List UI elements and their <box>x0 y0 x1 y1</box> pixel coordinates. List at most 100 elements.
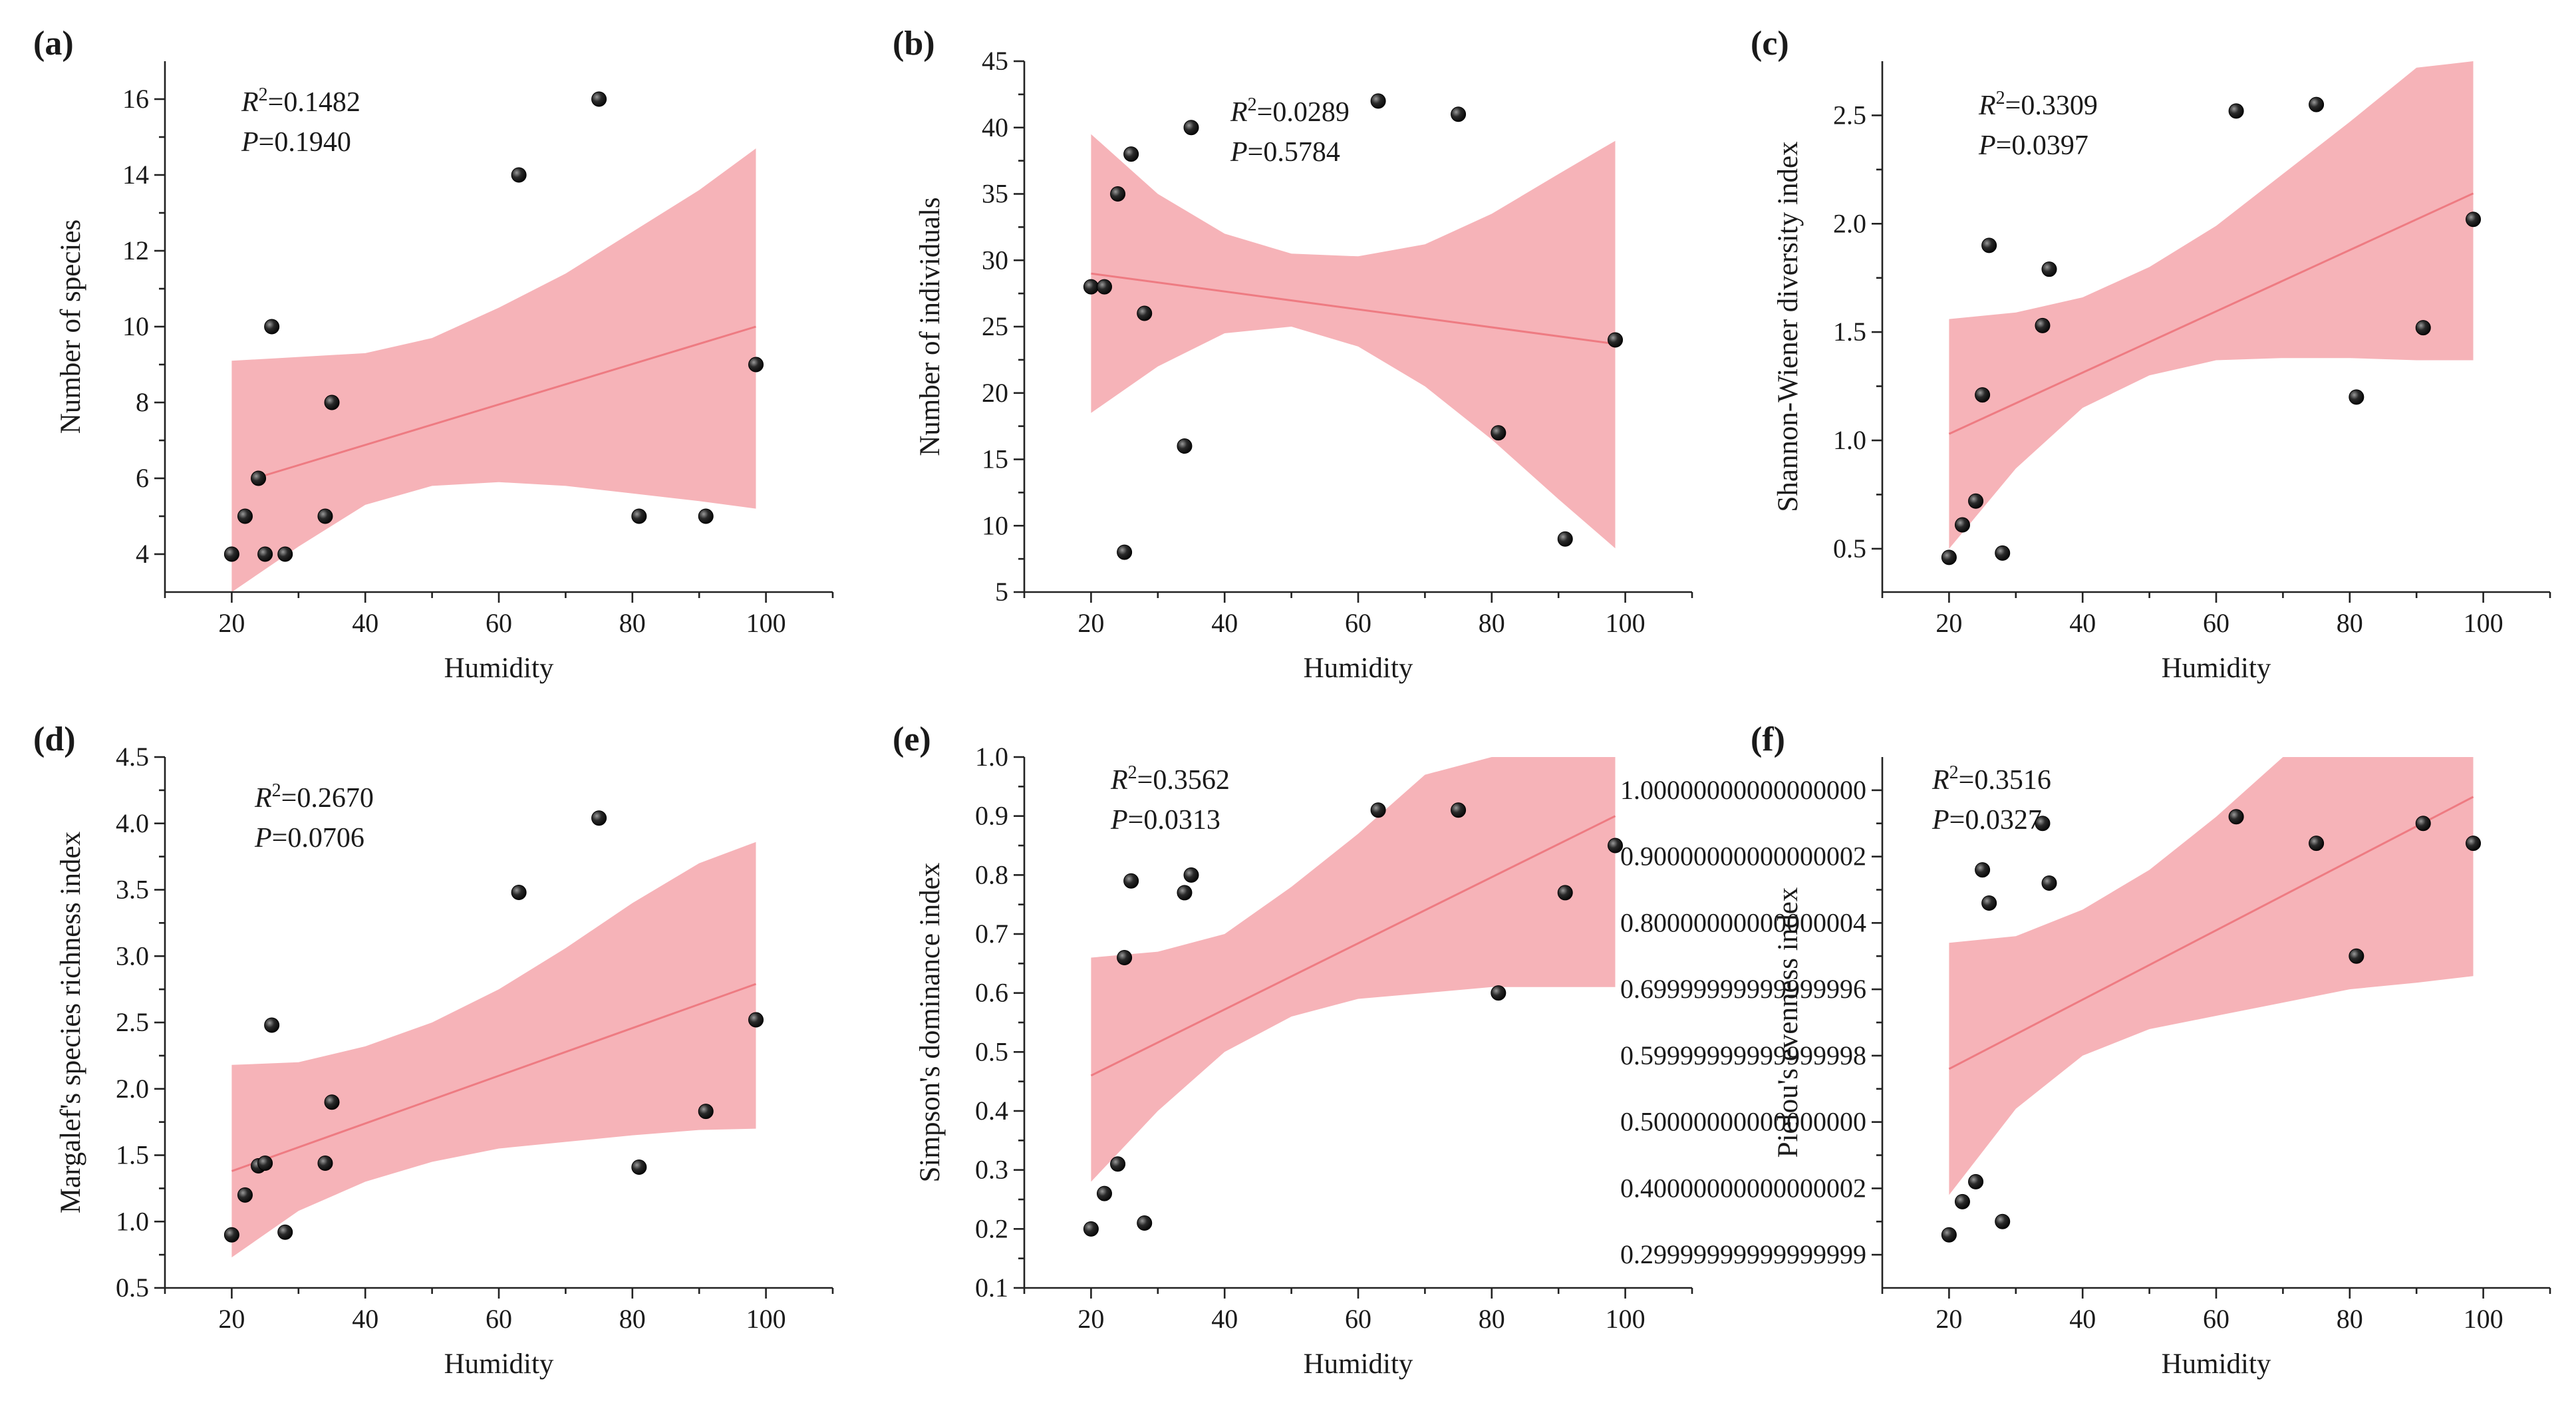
y-tick-label: 1.0 <box>975 742 1008 772</box>
panel-d: 20 40 60 80 100 0.5 1.0 1.5 2.0 2.5 3.0 3.5 4.0 4.5 Hu… <box>33 720 834 1380</box>
data-point <box>1968 493 1984 509</box>
y-tick-label: 1.0 <box>1833 425 1866 455</box>
r-squared-label: R2=0.3309 <box>1978 88 2098 121</box>
data-point <box>1123 146 1139 162</box>
data-point <box>631 1159 647 1175</box>
p-value-label: P=0.5784 <box>1230 137 1340 168</box>
x-axis-title: Humidity <box>444 1348 554 1380</box>
panel-label: (d) <box>33 720 76 758</box>
y-tick-label: 6 <box>136 463 149 493</box>
p-value-label: P=0.0313 <box>1110 805 1220 836</box>
regression-line <box>1948 192 2474 435</box>
data-point <box>1491 425 1506 441</box>
y-tick-label: 20 <box>982 378 1008 408</box>
data-point <box>1981 237 1997 253</box>
x-axis-title: Humidity <box>444 653 554 684</box>
y-tick-label: 0.5 <box>975 1036 1008 1066</box>
data-point <box>698 1104 714 1120</box>
y-tick-label: 0.29999999999999999 <box>1620 1239 1866 1269</box>
data-point <box>1451 802 1467 818</box>
x-tick-label: 100 <box>746 608 786 638</box>
p-value-label: P=0.0327 <box>1932 805 2042 836</box>
data-point <box>1370 93 1386 109</box>
y-tick-label: 4.5 <box>116 742 149 772</box>
p-value-label: P=0.0397 <box>1978 130 2088 161</box>
x-tick-label: 20 <box>218 608 245 638</box>
regression-line <box>1091 272 1616 345</box>
confidence-band <box>1949 61 2474 549</box>
data-point <box>264 319 280 335</box>
data-point <box>324 1094 340 1110</box>
x-tick-label: 60 <box>486 608 512 638</box>
data-point <box>1177 438 1193 454</box>
y-tick-label: 35 <box>982 179 1008 209</box>
panel-b: 20 40 60 80 100 5 10 15 20 25 30 35 40 45 Humidity Numb… <box>893 25 1693 684</box>
y-axis-title: Number of individuals <box>915 197 946 456</box>
y-tick-label: 0.80000000000000004 <box>1620 907 1866 937</box>
r-squared-label: R2=0.3516 <box>1932 762 2051 796</box>
y-tick-label: 1.00000000000000000 <box>1620 775 1866 805</box>
regression-line <box>255 325 756 480</box>
data-point <box>591 810 607 826</box>
y-tick-label: 0.40000000000000002 <box>1620 1173 1866 1203</box>
data-point <box>324 394 340 410</box>
y-tick-label: 5 <box>995 577 1008 607</box>
y-tick-label: 0.2 <box>975 1213 1008 1243</box>
y-tick-label: 30 <box>982 245 1008 275</box>
data-point <box>748 1012 764 1028</box>
confidence-band <box>1091 134 1616 549</box>
y-tick-label: 2.0 <box>116 1074 149 1104</box>
x-tick-label: 60 <box>1345 1304 1371 1334</box>
panel-label: (f) <box>1751 720 1785 758</box>
y-tick-label: 14 <box>122 160 149 190</box>
y-tick-label: 0.6 <box>975 978 1008 1008</box>
y-tick-label: 0.8 <box>975 859 1008 889</box>
data-point <box>1557 885 1573 901</box>
data-point <box>1370 802 1386 818</box>
y-tick-label: 0.69999999999999996 <box>1620 974 1866 1004</box>
panel-c: 20 40 60 80 100 0.5 1.0 1.5 2.0 2.5 Humidity Shanno… <box>1751 25 2551 684</box>
data-point <box>317 1155 333 1171</box>
y-tick-label: 4.0 <box>116 808 149 838</box>
data-point <box>2035 816 2051 832</box>
data-point <box>511 167 527 183</box>
x-axis-title: Humidity <box>1304 1348 1413 1380</box>
data-point <box>1117 544 1133 560</box>
data-point <box>1975 862 1991 878</box>
data-point <box>698 508 714 524</box>
y-tick-label: 45 <box>982 46 1008 76</box>
y-tick-label: 0.50000000000000000 <box>1620 1107 1866 1137</box>
data-point <box>1968 1173 1984 1189</box>
regression-line <box>1948 796 2474 1070</box>
y-tick-label: 0.9 <box>975 801 1008 831</box>
x-axis-title: Humidity <box>2162 1348 2271 1380</box>
x-tick-label: 20 <box>1077 1304 1104 1334</box>
y-axis-title: Number of species <box>55 220 86 434</box>
y-tick-label: 25 <box>982 311 1008 341</box>
panel-f: 20 40 60 80 100 0.29999999999999999 0.40000000… <box>1620 720 2551 1380</box>
data-point <box>2349 948 2364 964</box>
data-point <box>1954 517 1970 533</box>
x-tick-label: 100 <box>1606 1304 1646 1334</box>
r-squared-label: R2=0.2670 <box>254 780 374 814</box>
data-point <box>1954 1193 1970 1209</box>
y-tick-label: 0.59999999999999998 <box>1620 1040 1866 1070</box>
data-point <box>2228 103 2244 119</box>
data-point <box>1608 332 1624 348</box>
y-tick-label: 1.5 <box>116 1140 149 1170</box>
y-tick-label: 0.5 <box>1833 534 1866 563</box>
panel-label: (b) <box>893 25 935 63</box>
data-point <box>631 508 647 524</box>
data-point <box>1183 867 1199 883</box>
y-tick-label: 0.1 <box>975 1273 1008 1303</box>
x-tick-label: 100 <box>746 1304 786 1334</box>
data-point <box>257 1155 273 1171</box>
data-point <box>1096 279 1112 295</box>
y-tick-label: 12 <box>122 235 149 265</box>
data-point <box>223 546 239 562</box>
data-point <box>223 1227 239 1243</box>
y-tick-label: 3.0 <box>116 941 149 971</box>
r-squared-label: R2=0.1482 <box>241 84 360 118</box>
data-point <box>2228 809 2244 825</box>
